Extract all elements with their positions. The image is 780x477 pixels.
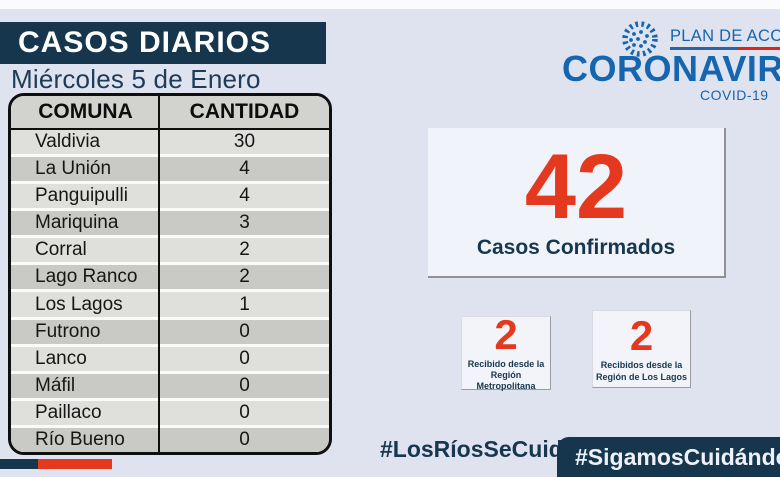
caption-line: Región de Los Lagos — [595, 371, 687, 382]
comuna-cell: Futrono — [35, 320, 101, 342]
hashtag-sigamos-pill: #SigamosCuidándonos — [557, 437, 780, 477]
confirmed-label: Casos Confirmados — [476, 235, 676, 259]
cantidad-cell: 2 — [239, 266, 250, 288]
cantidad-cell: 3 — [239, 212, 250, 234]
cantidad-cell: 4 — [239, 185, 250, 207]
hashtag-sigamos-text: #SigamosCuidándonos — [575, 443, 780, 470]
plan-underline-blue — [670, 47, 738, 50]
title-banner: CASOS DIARIOS — [0, 22, 326, 64]
page-title: CASOS DIARIOS — [18, 26, 272, 59]
plan-de-accion-label: PLAN DE ACCIÓN — [670, 27, 780, 45]
table-row: Futrono 0 — [11, 319, 329, 347]
comuna-cell: Lago Ranco — [35, 266, 138, 288]
plan-underline-red — [738, 47, 780, 50]
covid19-label: COVID-19 — [700, 87, 769, 103]
table-row: Lago Ranco 2 — [11, 265, 329, 293]
comuna-cell: Máfil — [35, 374, 76, 396]
table-header-row: COMUNA CANTIDAD — [11, 96, 329, 130]
table-row: Panguipulli 4 — [11, 184, 329, 212]
comuna-cell: Valdivia — [35, 131, 101, 153]
received-loslagos-card: 2 Recibidos desde la Región de Los Lagos — [592, 310, 691, 388]
table-column-divider — [158, 96, 160, 452]
cantidad-cell: 1 — [239, 293, 250, 315]
cantidad-cell: 2 — [239, 239, 250, 261]
comuna-cell: Los Lagos — [35, 293, 123, 315]
cantidad-cell: 0 — [239, 401, 250, 423]
cantidad-cell: 0 — [239, 374, 250, 396]
cantidad-cell: 30 — [233, 131, 256, 153]
table-row: Máfil 0 — [11, 373, 329, 401]
table-row: Valdivia 30 — [11, 130, 329, 158]
received-metropolitana-card: 2 Recibido desde la Región Metropolitana — [461, 310, 551, 393]
table-row: Mariquina 3 — [11, 211, 329, 239]
received-metropolitana-caption: Recibido desde la Región Metropolitana — [462, 359, 550, 393]
flag-bar-navy — [0, 459, 38, 469]
table-row: Los Lagos 1 — [11, 292, 329, 320]
confirmed-cases-card: 42 Casos Confirmados — [428, 128, 726, 278]
cantidad-cell: 0 — [239, 428, 250, 450]
comuna-cell: Lanco — [35, 347, 87, 369]
caption-line: Región Metropolitana — [476, 369, 536, 392]
cantidad-cell: 0 — [239, 347, 250, 369]
flag-bar-red — [38, 459, 112, 469]
column-header-comuna: COMUNA — [38, 100, 133, 123]
hashtag-losrios: #LosRíosSeCuida — [380, 436, 576, 462]
table-body: Valdivia 30 La Unión 4 Panguipulli 4 Mariqu… — [11, 130, 329, 452]
comuna-cell: Paillaco — [35, 401, 102, 423]
table-row: Paillaco 0 — [11, 400, 329, 428]
comuna-cell: La Unión — [35, 158, 112, 180]
received-loslagos-caption: Recibidos desde la Región de Los Lagos — [596, 360, 687, 383]
virus-icon — [613, 18, 667, 67]
caption-line: Recibidos desde la — [600, 360, 683, 371]
confirmed-count: 42 — [524, 136, 628, 239]
caption-line: Recibido desde la — [467, 358, 545, 369]
top-strip — [0, 0, 780, 9]
received-loslagos-count: 2 — [629, 312, 654, 360]
received-metropolitana-count: 2 — [494, 310, 518, 358]
comuna-cell: Mariquina — [35, 212, 119, 234]
table-row: Lanco 0 — [11, 346, 329, 374]
coronavirus-wordmark: CORONAVIRUS — [562, 48, 780, 89]
cases-table: COMUNA CANTIDAD Valdivia 30 La Unión 4 Pan… — [8, 93, 332, 455]
comuna-cell: Corral — [35, 239, 87, 261]
cantidad-cell: 0 — [239, 320, 250, 342]
date-subtitle: Miércoles 5 de Enero — [11, 64, 261, 94]
table-row: La Unión 4 — [11, 157, 329, 185]
comuna-cell: Río Bueno — [35, 428, 125, 450]
table-row: Río Bueno 0 — [11, 427, 329, 452]
comuna-cell: Panguipulli — [35, 185, 128, 207]
cantidad-cell: 4 — [239, 158, 250, 180]
column-header-cantidad: CANTIDAD — [189, 100, 300, 123]
table-row: Corral 2 — [11, 238, 329, 266]
